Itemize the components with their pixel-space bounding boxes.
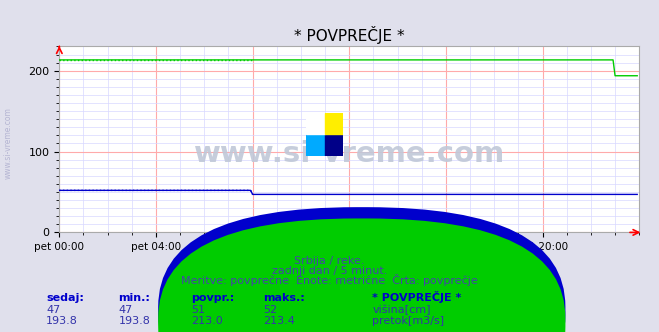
Text: 52: 52 xyxy=(264,305,277,315)
Text: min.:: min.: xyxy=(119,293,150,303)
Text: 213.4: 213.4 xyxy=(264,316,295,326)
Text: 51: 51 xyxy=(191,305,205,315)
Text: pretok[m3/s]: pretok[m3/s] xyxy=(372,316,444,326)
Text: 47: 47 xyxy=(119,305,133,315)
Text: 47: 47 xyxy=(46,305,61,315)
Text: 193.8: 193.8 xyxy=(119,316,150,326)
Text: Srbija / reke.: Srbija / reke. xyxy=(295,256,364,266)
Title: * POVPREČJE *: * POVPREČJE * xyxy=(294,26,405,44)
Bar xyxy=(306,134,325,156)
Text: višina[cm]: višina[cm] xyxy=(372,304,431,315)
Text: 193.8: 193.8 xyxy=(46,316,78,326)
Text: www.si-vreme.com: www.si-vreme.com xyxy=(194,140,505,168)
Text: 213.0: 213.0 xyxy=(191,316,223,326)
Text: * POVPREČJE *: * POVPREČJE * xyxy=(372,291,462,303)
Text: www.si-vreme.com: www.si-vreme.com xyxy=(3,107,13,179)
Bar xyxy=(325,134,343,156)
Bar xyxy=(306,113,325,134)
Bar xyxy=(325,113,343,134)
Text: sedaj:: sedaj: xyxy=(46,293,84,303)
Text: maks.:: maks.: xyxy=(264,293,305,303)
Text: zadnji dan / 5 minut.: zadnji dan / 5 minut. xyxy=(272,266,387,276)
Text: povpr.:: povpr.: xyxy=(191,293,235,303)
Text: Meritve: povprečne  Enote: metrične  Črta: povprečje: Meritve: povprečne Enote: metrične Črta:… xyxy=(181,274,478,286)
